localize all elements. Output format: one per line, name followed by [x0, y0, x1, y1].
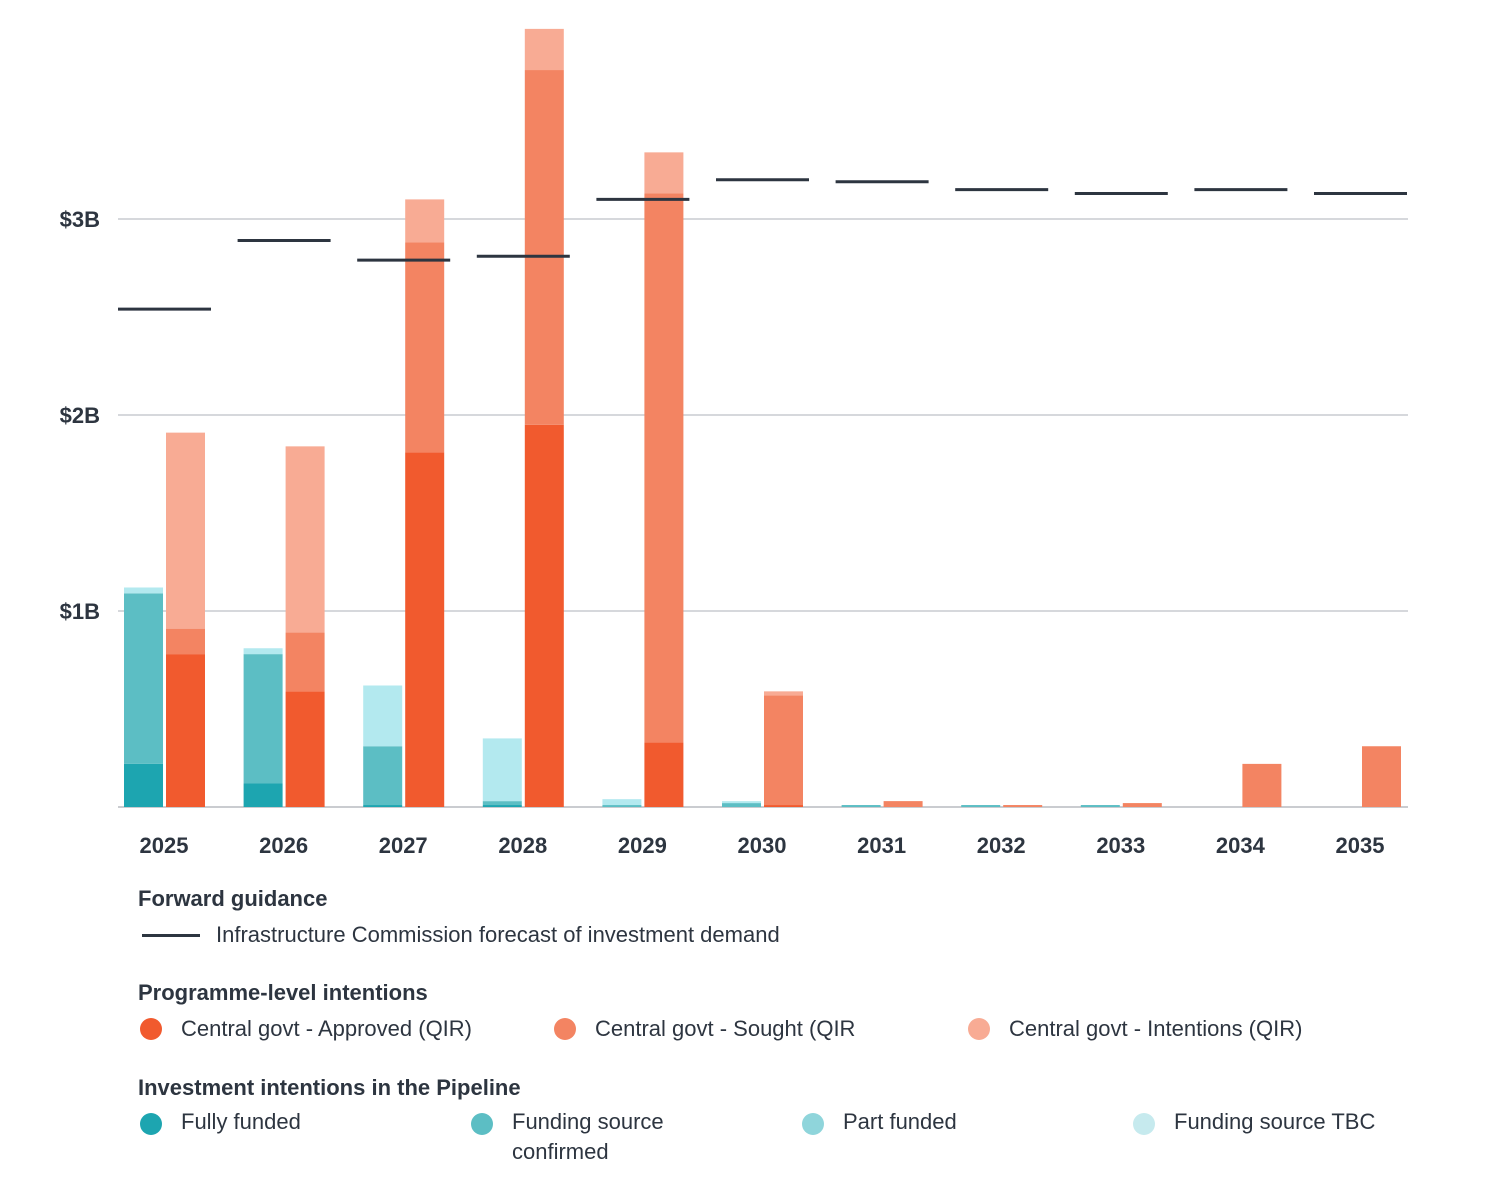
bar-funding-source-tbc [602, 799, 642, 806]
bar-central-govt-sought-qir [1122, 803, 1162, 807]
x-tick-label: 2025 [140, 833, 189, 858]
legend-label: Central govt - Sought (QIR [595, 1016, 856, 1041]
legend-label: Funding source confirmed [512, 1109, 664, 1164]
bar-central-govt-sought-qir [405, 242, 445, 453]
bar-central-govt-intentions-qir- [644, 152, 684, 194]
legend-title: Forward guidance [138, 886, 328, 911]
bar-fully-funded [482, 805, 522, 807]
x-tick-label: 2027 [379, 833, 428, 858]
bar-central-govt-approved-qir- [285, 691, 325, 807]
bar-funding-source-tbc [482, 738, 522, 802]
bar-central-govt-intentions-qir- [524, 28, 564, 71]
legend-swatch [140, 1113, 162, 1135]
x-tick-label: 2032 [977, 833, 1026, 858]
bar-central-govt-sought-qir [1003, 805, 1043, 807]
legend-swatch [554, 1018, 576, 1040]
bar-central-govt-approved-qir- [524, 424, 564, 807]
bar-central-govt-sought-qir [166, 628, 205, 655]
bar-central-govt-sought-qir [1362, 746, 1401, 807]
legend-label: Fully funded [181, 1109, 301, 1134]
x-tick-label: 2031 [857, 833, 906, 858]
bar-funding-source-confirmed [722, 803, 761, 807]
bar-central-govt-intentions-qir- [166, 432, 205, 629]
legend-forward: Forward guidance Infrastructure Commissi… [138, 886, 780, 948]
x-tick-label: 2030 [738, 833, 787, 858]
bar-central-govt-sought-qir [644, 193, 684, 743]
bar-funding-source-confirmed [602, 805, 642, 807]
bar-central-govt-sought-qir [285, 632, 325, 692]
bar-central-govt-intentions-qir- [764, 691, 803, 696]
legend-label: Funding source TBC [1174, 1109, 1376, 1134]
bar-funding-source-confirmed [482, 801, 522, 806]
bar-funding-source-tbc [722, 801, 761, 804]
legend-label: Central govt - Intentions (QIR) [1009, 1016, 1303, 1041]
legend-programme: Programme-level intentions Central govt … [138, 980, 1408, 1042]
legend-label: Central govt - Approved (QIR) [181, 1016, 473, 1041]
x-tick-label: 2029 [618, 833, 667, 858]
bar-funding-source-confirmed [363, 746, 403, 806]
legend-pipeline: Investment intentions in the Pipeline Fu… [138, 1075, 1438, 1167]
bar-central-govt-sought-qir [524, 70, 564, 425]
y-tick-label: $1B [60, 599, 100, 624]
bar-funding-source-tbc [363, 685, 403, 747]
legend-title: Investment intentions in the Pipeline [138, 1075, 521, 1100]
x-tick-label: 2035 [1336, 833, 1385, 858]
legend-label: Infrastructure Commission forecast of in… [216, 922, 780, 947]
legend-swatch [140, 1018, 162, 1040]
legend-swatch [802, 1113, 824, 1135]
bar-fully-funded [363, 805, 403, 807]
x-tick-label: 2026 [259, 833, 308, 858]
legend-swatch [968, 1018, 990, 1040]
bar-funding-source-confirmed [1080, 805, 1120, 807]
bar-funding-source-confirmed [124, 593, 163, 764]
bar-central-govt-approved-qir- [166, 654, 205, 807]
bar-fully-funded [243, 783, 283, 807]
legend-label: Part funded [843, 1109, 957, 1134]
bar-central-govt-sought-qir [1242, 763, 1282, 807]
bar-funding-source-confirmed [841, 805, 881, 807]
bar-funding-source-tbc [243, 648, 283, 655]
bar-central-govt-intentions-qir- [405, 199, 445, 243]
bar-central-govt-approved-qir- [405, 452, 445, 807]
x-tick-label: 2034 [1216, 833, 1266, 858]
bar-central-govt-sought-qir [764, 695, 803, 806]
bar-fully-funded [124, 763, 163, 807]
bar-central-govt-approved-qir- [764, 805, 803, 807]
legend-title: Programme-level intentions [138, 980, 428, 1005]
bar-funding-source-confirmed [961, 805, 1001, 807]
x-tick-label: 2028 [498, 833, 547, 858]
y-tick-label: $2B [60, 403, 100, 428]
plot-area: $1B $2B $3B 2025 2026 2027 2028 2029 2030 2031 203… [60, 28, 1408, 858]
bar-funding-source-confirmed [243, 654, 283, 784]
bar-central-govt-approved-qir- [644, 742, 684, 807]
legend-swatch [471, 1113, 493, 1135]
bar-central-govt-intentions-qir- [285, 446, 325, 633]
bar-central-govt-sought-qir [883, 801, 923, 807]
forecast-line-swatch [142, 934, 200, 937]
y-tick-label: $3B [60, 207, 100, 232]
x-tick-label: 2033 [1096, 833, 1145, 858]
legend-swatch [1133, 1113, 1155, 1135]
bar-funding-source-tbc [124, 587, 163, 594]
